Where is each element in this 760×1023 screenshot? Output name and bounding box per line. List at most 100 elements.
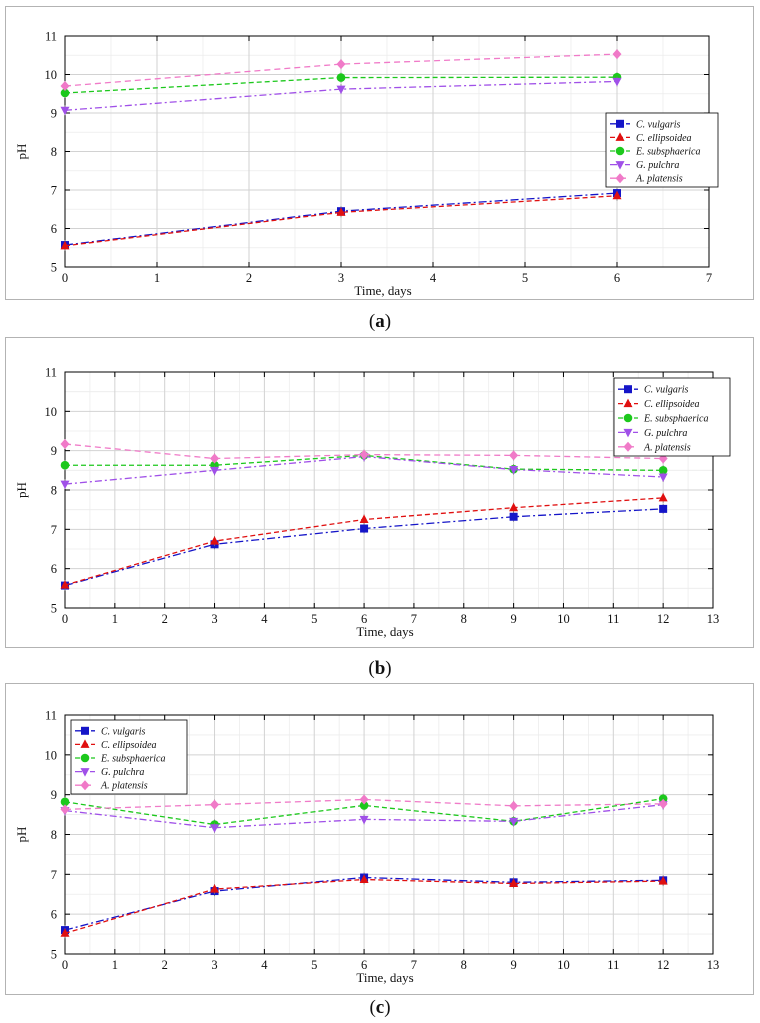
legend-item: C. ellipsoidea xyxy=(75,739,157,751)
x-axis-label: Time, days xyxy=(356,970,413,985)
data-point xyxy=(359,449,369,460)
x-tick-label: 10 xyxy=(557,612,570,626)
y-axis-label: pH xyxy=(14,482,29,498)
legend-label: C. ellipsoidea xyxy=(101,740,157,751)
x-tick-label: 2 xyxy=(246,271,252,285)
data-point xyxy=(659,504,668,513)
x-tick-label: 8 xyxy=(461,958,467,972)
legend-label: E. subsphaerica xyxy=(100,754,165,765)
data-point xyxy=(658,876,668,885)
legend-marker xyxy=(616,119,624,128)
data-point xyxy=(60,81,70,92)
data-point xyxy=(60,804,70,815)
series-a-platensis xyxy=(60,438,668,464)
y-tick-label: 9 xyxy=(51,788,57,802)
y-tick-label: 7 xyxy=(51,868,57,882)
data-point xyxy=(360,524,369,533)
x-tick-label: 0 xyxy=(62,271,68,285)
y-tick-label: 8 xyxy=(51,145,57,159)
data-point xyxy=(60,480,70,490)
legend-item: E. subsphaerica xyxy=(610,147,700,158)
series-c-ellipsoidea xyxy=(60,492,668,591)
y-tick-label: 6 xyxy=(51,222,57,236)
x-tick-label: 5 xyxy=(311,612,317,626)
legend-item: C. vulgaris xyxy=(610,119,681,130)
x-tick-label: 8 xyxy=(461,612,467,626)
axes: 0 1 2 3 4 5 6 7 5 6 7 8 9 10 11 Time, days pH xyxy=(14,30,712,299)
data-point xyxy=(612,49,622,60)
x-tick-label: 0 xyxy=(62,612,68,626)
data-point xyxy=(210,536,220,545)
y-tick-label: 9 xyxy=(51,107,57,121)
x-tick-label: 2 xyxy=(162,958,168,972)
data-point xyxy=(359,794,369,805)
data-point xyxy=(658,466,668,475)
x-axis-label: Time, days xyxy=(356,624,413,639)
x-tick-label: 3 xyxy=(211,958,217,972)
x-tick-label: 4 xyxy=(261,958,268,972)
legend: C. vulgaris C. ellipsoidea E. subsphaerica… xyxy=(605,112,719,188)
data-point xyxy=(60,460,70,470)
x-tick-label: 9 xyxy=(510,958,516,972)
x-tick-label: 4 xyxy=(430,271,437,285)
data-point xyxy=(658,798,668,809)
x-tick-label: 9 xyxy=(510,612,516,626)
y-tick-label: 11 xyxy=(45,30,57,44)
x-tick-label: 13 xyxy=(707,958,720,972)
y-axis-label: pH xyxy=(14,827,29,843)
x-tick-label: 11 xyxy=(607,612,619,626)
data-point xyxy=(509,878,519,887)
legend-item: G. pulchra xyxy=(610,160,679,171)
x-tick-label: 1 xyxy=(112,958,118,972)
legend-box xyxy=(613,377,731,457)
legend-marker xyxy=(615,173,625,184)
x-tick-label: 5 xyxy=(522,271,528,285)
y-tick-label: 6 xyxy=(51,562,57,576)
chart-a: 0 1 2 3 4 5 6 7 5 6 7 8 9 10 11 Time, days pH C. vulgaris… xyxy=(14,30,719,299)
legend: C. vulgaris C. ellipsoidea E. subsphaerica… xyxy=(613,377,731,457)
legend-marker xyxy=(80,753,90,763)
x-tick-label: 6 xyxy=(361,612,367,626)
legend-marker xyxy=(623,428,633,438)
data-point xyxy=(509,512,518,521)
legend-item: A. platensis xyxy=(618,441,691,453)
legend-label: E. subsphaerica xyxy=(635,147,700,158)
series-c-ellipsoidea xyxy=(60,874,668,939)
data-point xyxy=(60,797,70,807)
x-tick-label: 12 xyxy=(657,612,670,626)
legend-label: C. ellipsoidea xyxy=(644,399,700,410)
data-point xyxy=(509,800,519,811)
legend-box xyxy=(605,112,719,188)
data-point xyxy=(210,799,220,810)
legend-marker xyxy=(624,385,632,394)
y-tick-label: 5 xyxy=(51,602,57,616)
series-line xyxy=(64,798,664,826)
y-tick-label: 7 xyxy=(51,523,57,537)
legend-label: C. vulgaris xyxy=(101,726,146,737)
data-point xyxy=(658,492,668,502)
x-tick-label: 13 xyxy=(707,612,720,626)
legend-item: C. ellipsoidea xyxy=(610,132,692,144)
legend-item: C. vulgaris xyxy=(618,385,689,396)
data-point xyxy=(336,85,346,95)
y-tick-label: 9 xyxy=(51,444,57,458)
data-point xyxy=(658,794,668,803)
legend-label: C. ellipsoidea xyxy=(636,133,692,144)
legend-box xyxy=(70,719,188,795)
legend-marker xyxy=(623,413,633,423)
y-tick-label: 11 xyxy=(45,709,57,723)
data-point xyxy=(509,817,519,827)
y-tick-label: 10 xyxy=(45,405,58,419)
legend-item: C. ellipsoidea xyxy=(618,398,700,410)
series-line xyxy=(64,195,618,247)
legend-label: G. pulchra xyxy=(644,428,687,439)
y-tick-label: 5 xyxy=(51,948,57,962)
chart-panel-c: 0 1 2 3 4 5 6 7 8 9 10 11 12 13 5 6 7 8 9 10 11 Time, days pH C… xyxy=(5,683,754,995)
legend-marker xyxy=(80,768,90,777)
legend-label: C. vulgaris xyxy=(644,385,689,396)
y-tick-label: 8 xyxy=(51,484,57,498)
data-point xyxy=(658,453,668,464)
x-tick-label: 3 xyxy=(338,271,344,285)
